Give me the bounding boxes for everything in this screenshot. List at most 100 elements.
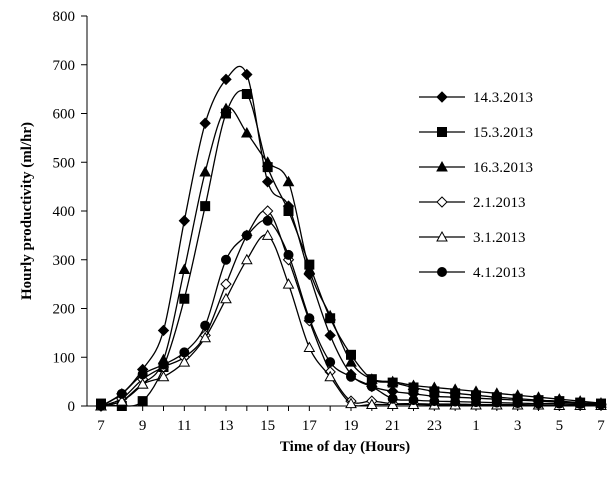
data-point [137, 396, 148, 407]
data-point [240, 253, 253, 265]
y-tick-label: 800 [53, 9, 76, 25]
legend: 14.3.2013 15.3.2013 16.3.2013 2.1.2013 3.1.2… [419, 90, 533, 281]
x-tick-label: 5 [556, 418, 564, 434]
data-point [200, 320, 211, 331]
data-point [240, 126, 253, 138]
data-point [554, 398, 565, 409]
legend-item-14-3-2013: 14.3.2013 [419, 90, 533, 106]
data-point [261, 156, 274, 167]
legend-label: 3.1.2013 [473, 230, 526, 246]
legend-label: 2.1.2013 [473, 195, 526, 211]
data-point [157, 324, 170, 337]
y-axis-title: Hourly productivity (ml/hr) [19, 122, 35, 300]
x-tick-label: 9 [139, 418, 147, 434]
data-point [450, 396, 461, 407]
x-tick-label: 11 [177, 418, 191, 434]
data-point [241, 89, 252, 99]
legend-item-16-3-2013: 16.3.2013 [419, 160, 533, 176]
data-point [178, 263, 191, 274]
data-point [533, 398, 544, 409]
data-point [366, 381, 377, 392]
y-tick-label: 200 [53, 302, 76, 318]
data-point [220, 278, 232, 290]
legend-marker [436, 230, 448, 242]
data-point [96, 401, 106, 411]
data-point [408, 395, 419, 406]
data-point [490, 387, 503, 398]
data-point [346, 371, 356, 382]
data-point [429, 396, 440, 407]
data-point [241, 230, 252, 241]
data-point [261, 176, 274, 188]
x-tick-label: 21 [385, 418, 400, 434]
data-point [199, 331, 212, 343]
data-point [345, 397, 357, 409]
data-point [324, 329, 336, 342]
data-point [178, 215, 191, 227]
data-point [179, 347, 190, 358]
legend-marker [436, 91, 448, 103]
data-point [407, 379, 420, 391]
data-point [387, 393, 398, 404]
y-tick-label: 600 [53, 107, 76, 123]
legend-item-2-1-2013: 2.1.2013 [419, 195, 526, 211]
data-point [220, 102, 232, 114]
x-tick-label: 19 [344, 418, 359, 434]
data-point [220, 73, 232, 86]
data-point [324, 309, 337, 321]
x-tick-label: 7 [597, 418, 605, 434]
data-point [345, 356, 357, 367]
series-16-3-2013 [95, 102, 607, 411]
y-tick-label: 400 [53, 204, 76, 220]
data-point [179, 293, 190, 304]
data-point [324, 370, 337, 382]
data-point [178, 356, 191, 367]
series-4-1-2013 [96, 215, 606, 411]
data-point [282, 278, 295, 289]
data-point [575, 399, 586, 410]
data-point [428, 381, 441, 392]
data-point [365, 398, 378, 410]
data-point [325, 357, 336, 368]
data-point [137, 369, 148, 380]
legend-item-3-1-2013: 3.1.2013 [419, 230, 526, 246]
y-tick-label: 0 [68, 399, 76, 415]
data-point [262, 215, 273, 226]
data-point [157, 370, 170, 382]
series-layer [95, 65, 607, 412]
legend-label: 4.1.2013 [473, 265, 526, 281]
x-tick-label: 7 [97, 418, 105, 434]
data-point [512, 398, 523, 409]
data-point [282, 175, 295, 187]
data-point [303, 263, 316, 274]
data-point [449, 383, 462, 394]
data-point [200, 201, 211, 212]
data-point [220, 292, 232, 304]
series-3-1-2013 [95, 229, 607, 411]
x-tick-label: 3 [514, 418, 522, 434]
data-point [471, 397, 481, 408]
legend-marker [437, 127, 447, 137]
data-point [136, 378, 149, 389]
legend-marker [436, 196, 448, 208]
data-point [304, 313, 315, 324]
data-point [283, 249, 294, 260]
data-point [470, 385, 482, 396]
y-tick-label: 100 [53, 350, 76, 366]
y-tick-label: 500 [53, 155, 76, 171]
legend-item-4-1-2013: 4.1.2013 [419, 265, 526, 281]
x-tick-label: 23 [427, 418, 442, 434]
legend-label: 15.3.2013 [473, 125, 533, 141]
data-point [283, 206, 294, 216]
x-tick-label: 17 [302, 418, 318, 434]
data-point [386, 375, 399, 387]
y-ticks: 0 100 200 300 400 500 600 700 800 [53, 9, 87, 415]
x-tick-label: 15 [260, 418, 275, 434]
data-point [115, 395, 128, 406]
legend-label: 14.3.2013 [473, 90, 533, 106]
x-tick-label: 13 [219, 418, 234, 434]
data-point [241, 68, 253, 81]
data-point [386, 398, 399, 410]
data-point [221, 254, 231, 265]
